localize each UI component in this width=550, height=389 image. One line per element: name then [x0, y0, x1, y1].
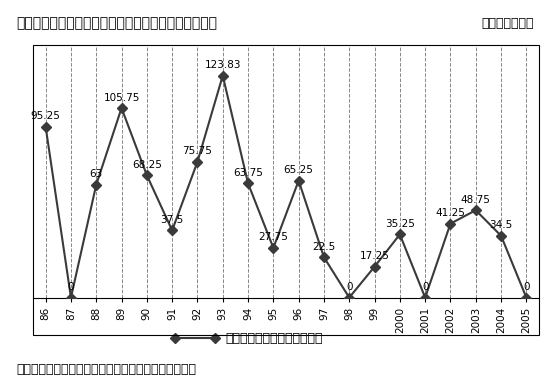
Text: 105.75: 105.75 — [103, 93, 140, 103]
総放送時間（テレビドラマ） — [346, 295, 353, 300]
総放送時間（テレビドラマ） — [371, 265, 378, 269]
Text: 35.25: 35.25 — [385, 219, 415, 229]
Text: 0: 0 — [422, 282, 428, 292]
Text: 68.25: 68.25 — [132, 160, 162, 170]
総放送時間（テレビドラマ） — [447, 221, 454, 226]
総放送時間（テレビドラマ） — [93, 182, 100, 187]
総放送時間（テレビドラマ） — [422, 295, 428, 300]
Text: （単位：時間）: （単位：時間） — [481, 17, 534, 30]
Text: 22.5: 22.5 — [312, 242, 336, 252]
Text: 37.5: 37.5 — [161, 215, 184, 225]
Text: 65.25: 65.25 — [284, 165, 314, 175]
Text: 図１：日本のテレビドラマの中国大陸での総放送時間: 図１：日本のテレビドラマの中国大陸での総放送時間 — [16, 16, 217, 30]
総放送時間（テレビドラマ） — [68, 295, 74, 300]
Text: 17.25: 17.25 — [360, 251, 389, 261]
Text: 27.75: 27.75 — [258, 232, 288, 242]
総放送時間（テレビドラマ） — [169, 228, 175, 233]
総放送時間（テレビドラマ） — [42, 124, 49, 129]
Text: 123.83: 123.83 — [205, 60, 241, 70]
Text: 95.25: 95.25 — [31, 111, 60, 121]
総放送時間（テレビドラマ） — [321, 255, 327, 259]
Text: 41.25: 41.25 — [436, 208, 465, 218]
Text: データ：施唯「大陸進口日本電視節目的変化及原因」: データ：施唯「大陸進口日本電視節目的変化及原因」 — [16, 363, 196, 376]
Text: 63.75: 63.75 — [233, 168, 263, 178]
総放送時間（テレビドラマ） — [245, 181, 251, 186]
総放送時間（テレビドラマ） — [144, 173, 150, 178]
総放送時間（テレビドラマ） — [270, 245, 277, 250]
総放送時間（テレビドラマ） — [295, 178, 302, 183]
Text: 0: 0 — [68, 282, 74, 292]
総放送時間（テレビドラマ） — [523, 295, 530, 300]
総放送時間（テレビドラマ） — [219, 73, 226, 78]
Text: 0: 0 — [346, 282, 353, 292]
総放送時間（テレビドラマ） — [472, 208, 479, 212]
Text: 0: 0 — [523, 282, 530, 292]
総放送時間（テレビドラマ） — [118, 106, 125, 110]
総放送時間（テレビドラマ） — [397, 232, 403, 237]
総放送時間（テレビドラマ） — [498, 233, 504, 238]
Text: 総放送時間（テレビドラマ）: 総放送時間（テレビドラマ） — [226, 332, 323, 345]
Line: 総放送時間（テレビドラマ）: 総放送時間（テレビドラマ） — [42, 72, 530, 301]
Text: 63: 63 — [90, 169, 103, 179]
Text: 75.75: 75.75 — [183, 146, 212, 156]
Text: 34.5: 34.5 — [490, 220, 513, 230]
Text: 48.75: 48.75 — [461, 194, 491, 205]
総放送時間（テレビドラマ） — [194, 159, 201, 164]
